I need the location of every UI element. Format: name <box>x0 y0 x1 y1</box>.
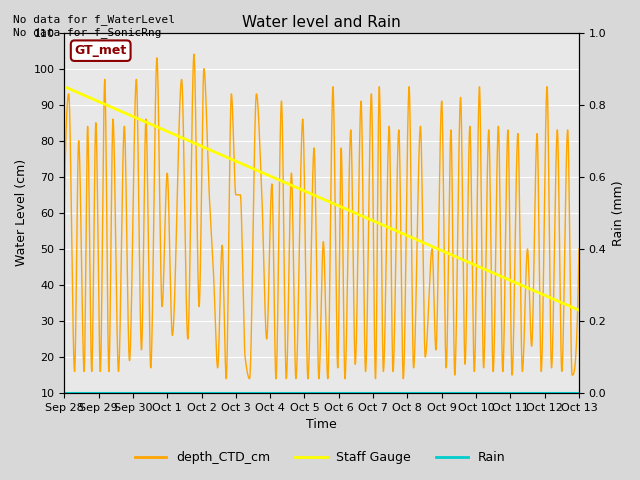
Legend: depth_CTD_cm, Staff Gauge, Rain: depth_CTD_cm, Staff Gauge, Rain <box>130 446 510 469</box>
Y-axis label: Water Level (cm): Water Level (cm) <box>15 159 28 266</box>
X-axis label: Time: Time <box>307 419 337 432</box>
Text: GT_met: GT_met <box>75 44 127 57</box>
Text: No data for f_WaterLevel
No data for f_SonicRng: No data for f_WaterLevel No data for f_S… <box>13 14 175 38</box>
Y-axis label: Rain (mm): Rain (mm) <box>612 180 625 246</box>
Title: Water level and Rain: Water level and Rain <box>243 15 401 30</box>
